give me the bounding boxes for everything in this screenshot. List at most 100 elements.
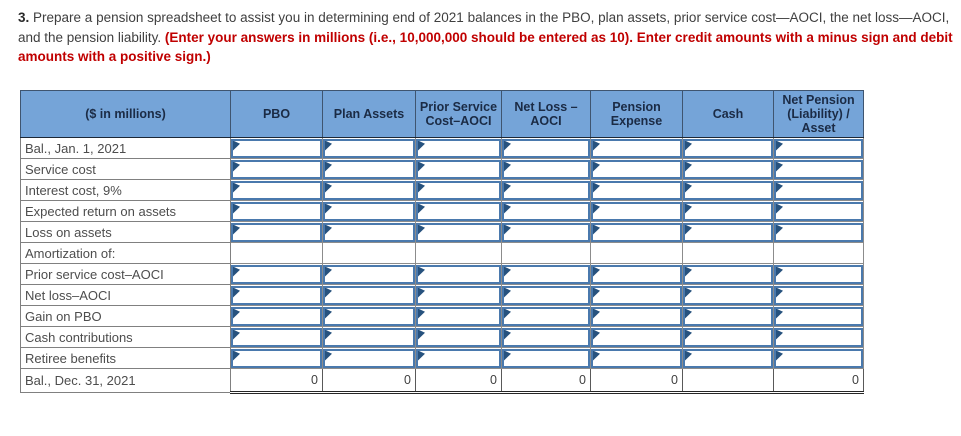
answer-input[interactable] xyxy=(325,352,413,367)
answer-input[interactable] xyxy=(418,268,499,283)
answer-input[interactable] xyxy=(233,226,320,241)
answer-box xyxy=(323,201,415,221)
answer-input[interactable] xyxy=(776,205,861,220)
answer-box xyxy=(774,159,863,179)
answer-input[interactable] xyxy=(418,226,499,241)
answer-input[interactable] xyxy=(504,184,588,199)
answer-flag-icon xyxy=(504,350,511,361)
table-row: Retiree benefits xyxy=(20,347,864,369)
answer-input[interactable] xyxy=(685,142,771,157)
answer-flag-icon xyxy=(233,182,240,193)
answer-input[interactable] xyxy=(233,331,320,346)
answer-input[interactable] xyxy=(685,352,771,367)
answer-box xyxy=(323,180,415,200)
answer-input[interactable] xyxy=(325,142,413,157)
answer-input[interactable] xyxy=(418,142,499,157)
answer-input[interactable] xyxy=(504,310,588,325)
total-cell-cash xyxy=(682,368,774,394)
answer-cell xyxy=(415,305,502,327)
answer-input[interactable] xyxy=(685,310,771,325)
answer-input[interactable] xyxy=(593,163,680,178)
answer-flag-icon xyxy=(593,350,600,361)
answer-box xyxy=(502,348,590,368)
answer-input[interactable] xyxy=(776,163,861,178)
answer-input[interactable] xyxy=(504,331,588,346)
answer-cell xyxy=(682,200,774,222)
answer-input[interactable] xyxy=(325,184,413,199)
answer-input[interactable] xyxy=(504,226,588,241)
answer-flag-icon xyxy=(504,308,511,319)
answer-input[interactable] xyxy=(418,289,499,304)
answer-flag-icon xyxy=(593,161,600,172)
answer-input[interactable] xyxy=(233,142,320,157)
answer-cell xyxy=(322,200,416,222)
answer-input[interactable] xyxy=(593,184,680,199)
answer-input[interactable] xyxy=(233,352,320,367)
answer-input[interactable] xyxy=(685,268,771,283)
answer-input[interactable] xyxy=(233,184,320,199)
answer-input[interactable] xyxy=(593,352,680,367)
answer-input[interactable] xyxy=(776,142,861,157)
answer-input[interactable] xyxy=(593,331,680,346)
answer-input[interactable] xyxy=(776,289,861,304)
answer-cell xyxy=(501,326,591,348)
answer-input[interactable] xyxy=(685,163,771,178)
answer-input[interactable] xyxy=(418,205,499,220)
answer-input[interactable] xyxy=(233,205,320,220)
answer-input[interactable] xyxy=(593,226,680,241)
answer-box xyxy=(323,264,415,284)
answer-flag-icon xyxy=(418,329,425,340)
answer-input[interactable] xyxy=(776,226,861,241)
answer-input[interactable] xyxy=(325,268,413,283)
answer-input[interactable] xyxy=(685,226,771,241)
answer-input[interactable] xyxy=(504,163,588,178)
answer-input[interactable] xyxy=(504,352,588,367)
answer-cell xyxy=(322,305,416,327)
answer-input[interactable] xyxy=(776,268,861,283)
answer-input[interactable] xyxy=(233,289,320,304)
answer-input[interactable] xyxy=(593,268,680,283)
answer-input[interactable] xyxy=(593,142,680,157)
answer-input[interactable] xyxy=(776,331,861,346)
answer-input[interactable] xyxy=(685,205,771,220)
answer-input[interactable] xyxy=(776,352,861,367)
answer-input[interactable] xyxy=(233,268,320,283)
answer-input[interactable] xyxy=(233,163,320,178)
total-cell-pension-expense: 0 xyxy=(590,368,683,394)
answer-input[interactable] xyxy=(418,184,499,199)
answer-input[interactable] xyxy=(325,310,413,325)
answer-input[interactable] xyxy=(776,184,861,199)
answer-cell xyxy=(415,158,502,180)
row-label: Amortization of: xyxy=(20,242,231,264)
answer-input[interactable] xyxy=(593,310,680,325)
answer-input[interactable] xyxy=(418,331,499,346)
answer-input[interactable] xyxy=(685,184,771,199)
answer-flag-icon xyxy=(504,287,511,298)
answer-input[interactable] xyxy=(325,331,413,346)
answer-flag-icon xyxy=(418,287,425,298)
answer-input[interactable] xyxy=(325,163,413,178)
answer-input[interactable] xyxy=(233,310,320,325)
answer-input[interactable] xyxy=(325,226,413,241)
answer-input[interactable] xyxy=(685,289,771,304)
answer-input[interactable] xyxy=(776,310,861,325)
answer-input[interactable] xyxy=(418,352,499,367)
answer-input[interactable] xyxy=(593,289,680,304)
answer-input[interactable] xyxy=(593,205,680,220)
row-label: Expected return on assets xyxy=(20,200,231,222)
answer-input[interactable] xyxy=(418,163,499,178)
total-cell-plan-assets: 0 xyxy=(322,368,416,394)
answer-cell xyxy=(682,305,774,327)
answer-input[interactable] xyxy=(325,205,413,220)
answer-input[interactable] xyxy=(685,331,771,346)
answer-input[interactable] xyxy=(504,205,588,220)
answer-box xyxy=(774,348,863,368)
row-label: Net loss–AOCI xyxy=(20,284,231,306)
answer-cell xyxy=(230,221,323,243)
plain-cell xyxy=(682,242,774,264)
answer-input[interactable] xyxy=(504,289,588,304)
answer-input[interactable] xyxy=(325,289,413,304)
answer-input[interactable] xyxy=(504,142,588,157)
answer-input[interactable] xyxy=(418,310,499,325)
answer-input[interactable] xyxy=(504,268,588,283)
